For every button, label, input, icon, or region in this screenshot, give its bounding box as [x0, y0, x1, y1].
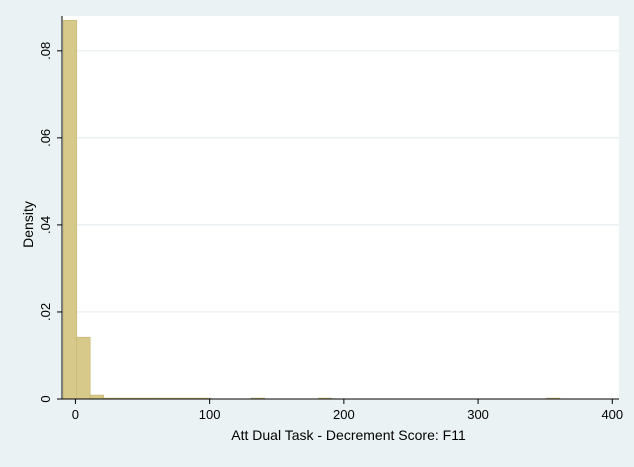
- x-tick-label: 400: [601, 407, 623, 422]
- y-tick-label: .08: [38, 42, 53, 60]
- histogram-bar: [63, 20, 78, 400]
- y-tick-label: .02: [38, 303, 53, 321]
- gridlines: [62, 50, 619, 313]
- x-tick-label: 0: [72, 407, 79, 422]
- axes: 0 100 200 300 400 0 .02 .04 .06 .08: [38, 16, 623, 422]
- plot-area: [62, 16, 619, 399]
- x-axis-label: Att Dual Task - Decrement Score: F11: [231, 427, 466, 443]
- y-axis-label: Density: [20, 201, 36, 248]
- histogram-bar: [76, 336, 91, 400]
- y-tick-label: .04: [38, 216, 53, 234]
- histogram-bar: [89, 394, 104, 400]
- x-tick-label: 300: [467, 407, 489, 422]
- y-tick-label: .06: [38, 129, 53, 147]
- x-tick-label: 100: [199, 407, 221, 422]
- x-tick-label: 200: [333, 407, 355, 422]
- y-tick-label: 0: [38, 395, 53, 402]
